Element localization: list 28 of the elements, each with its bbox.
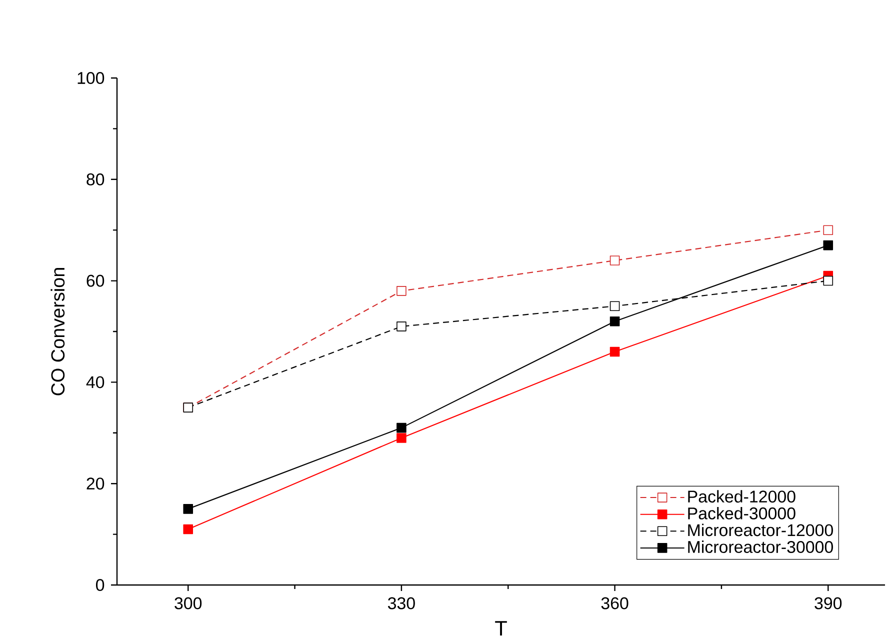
- x-tick-label: 360: [601, 597, 628, 610]
- y-tick-label: 60: [86, 274, 104, 287]
- point: [610, 301, 620, 311]
- point: [396, 286, 406, 296]
- y-tick-label: 80: [86, 173, 104, 186]
- y-tick-label: 40: [86, 376, 104, 388]
- legend-label: Packed-30000: [688, 506, 796, 520]
- point: [823, 225, 834, 235]
- x-tick-label: 330: [388, 597, 415, 610]
- point: [823, 276, 834, 286]
- x-axis-title: T: [495, 621, 507, 636]
- y-tick-label: 20: [86, 478, 104, 490]
- point: [396, 422, 406, 433]
- point: [610, 316, 620, 326]
- x-tick-label: 390: [814, 597, 842, 610]
- point: [396, 432, 406, 443]
- point: [610, 346, 620, 357]
- legend-label: Packed-12000: [688, 490, 796, 503]
- legend-label: Microreactor-30000: [688, 540, 833, 553]
- y-axis-title: CO Conversion: [50, 268, 65, 396]
- y-tick-label: 0: [96, 578, 104, 591]
- legend-label: Microreactor-12000: [688, 524, 833, 536]
- y-tick-label: 100: [78, 72, 104, 84]
- x-tick-label: 300: [174, 597, 202, 610]
- point: [610, 256, 620, 266]
- point: [183, 504, 194, 514]
- point: [823, 240, 834, 250]
- point: [183, 524, 194, 534]
